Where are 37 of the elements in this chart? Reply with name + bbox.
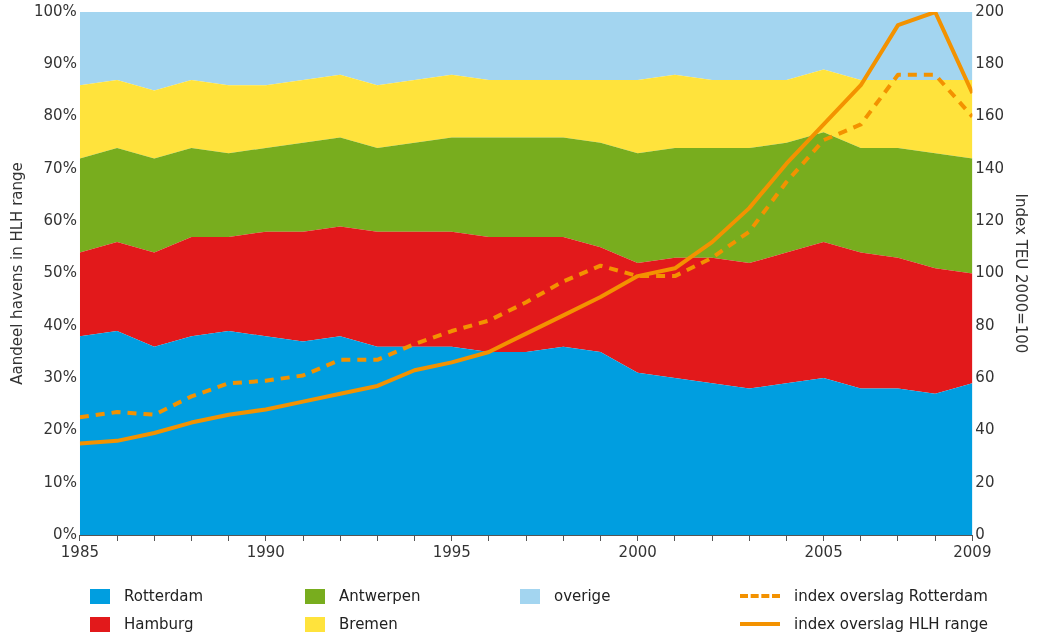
y-tick-label: 20% <box>43 420 77 439</box>
x-tick-label: 1995 <box>432 542 471 561</box>
y2-axis-title: Index TEU 2000=100 <box>1012 193 1031 354</box>
legend-label: Rotterdam <box>124 587 204 605</box>
x-tick-label: 1990 <box>246 542 285 561</box>
x-tick-label: 2005 <box>804 542 843 561</box>
y2-tick-label: 140 <box>975 158 1005 177</box>
y2-tick-label: 0 <box>975 524 985 543</box>
y-tick-label: 80% <box>43 106 77 125</box>
legend-label: Bremen <box>339 615 398 633</box>
y-tick-label: 50% <box>43 263 77 282</box>
y2-tick-label: 200 <box>975 1 1005 20</box>
y2-tick-label: 20 <box>975 472 995 491</box>
y-tick-label: 10% <box>43 472 77 491</box>
x-tick-label: 2009 <box>953 542 992 561</box>
x-tick-label: 2000 <box>618 542 657 561</box>
legend-label: Antwerpen <box>339 587 421 605</box>
y-tick-label: 100% <box>33 1 77 20</box>
y2-tick-label: 60 <box>975 367 995 386</box>
legend-label: index overslag HLH range <box>794 615 989 633</box>
y2-tick-label: 100 <box>975 263 1005 282</box>
y-tick-label: 90% <box>43 54 77 73</box>
y-tick-label: 40% <box>43 315 77 334</box>
legend-label: index overslag Rotterdam <box>794 587 988 605</box>
x-tick-label: 1985 <box>60 542 99 561</box>
y-axis-title: Aandeel havens in HLH range <box>7 162 26 385</box>
y2-tick-label: 120 <box>975 211 1005 230</box>
y2-tick-label: 80 <box>975 315 995 334</box>
legend-label: Hamburg <box>124 615 194 633</box>
legend-label: overige <box>554 587 611 605</box>
y2-tick-label: 160 <box>975 106 1005 125</box>
y-tick-label: 0% <box>53 524 77 543</box>
y2-tick-label: 40 <box>975 420 995 439</box>
y-tick-label: 30% <box>43 367 77 386</box>
y2-tick-label: 180 <box>975 54 1005 73</box>
y-tick-label: 70% <box>43 158 77 177</box>
y-tick-label: 60% <box>43 211 77 230</box>
